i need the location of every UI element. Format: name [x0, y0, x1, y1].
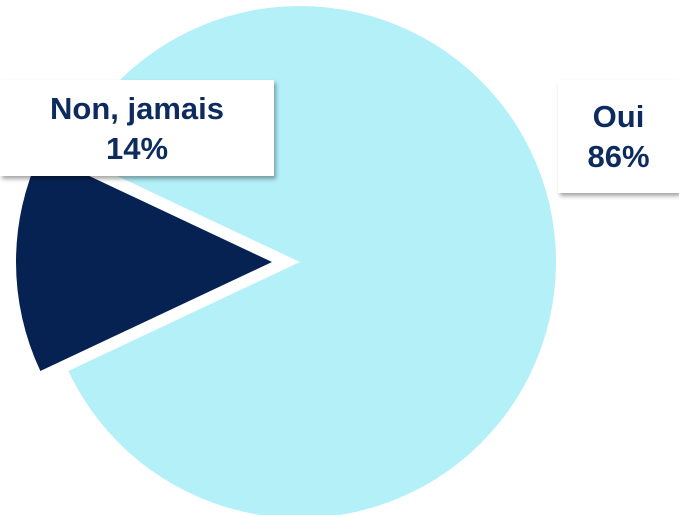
data-label-non-jamais-category: Non, jamais [50, 91, 224, 126]
data-label-oui: Oui 86% [558, 80, 679, 193]
data-label-non-jamais: Non, jamais 14% [0, 80, 274, 176]
data-label-oui-value: 86% [587, 139, 650, 174]
data-label-oui-category: Oui [592, 99, 645, 134]
data-label-non-jamais-value: 14% [105, 131, 169, 166]
pie-slice-non-jamais [15, 153, 272, 371]
